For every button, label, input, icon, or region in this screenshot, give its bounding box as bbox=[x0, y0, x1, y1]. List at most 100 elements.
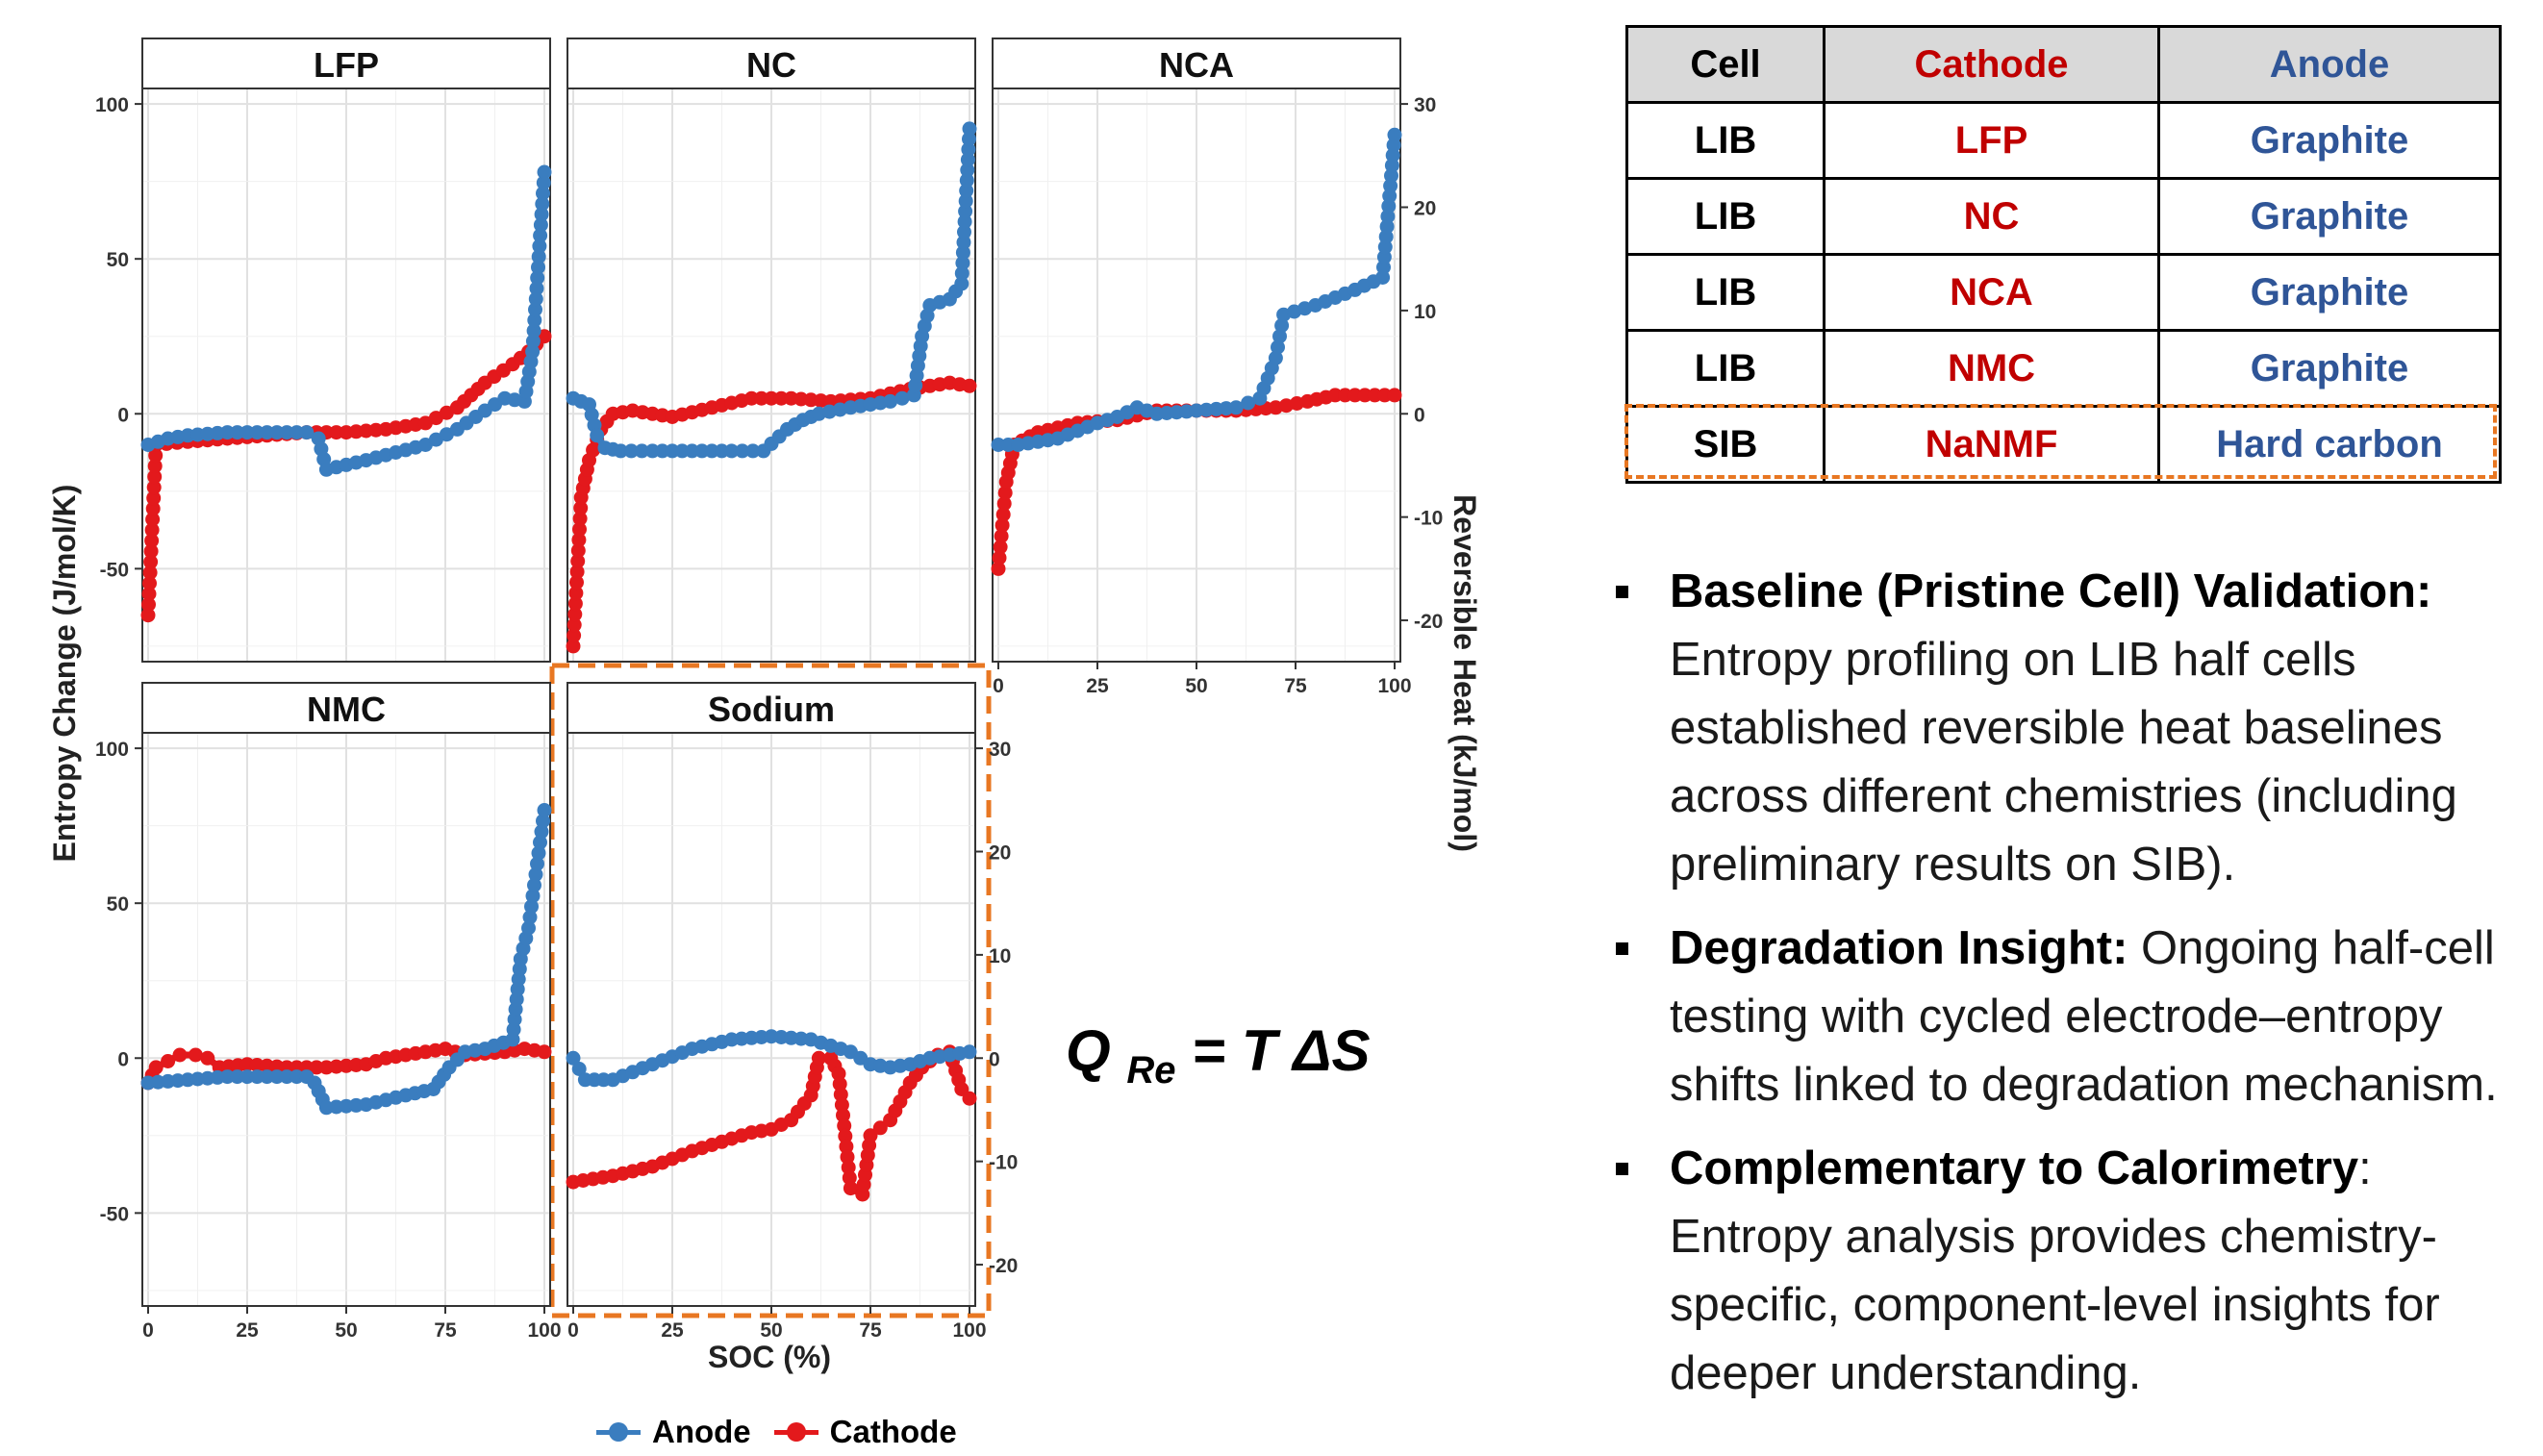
plot-border bbox=[141, 88, 551, 663]
facet-title: NMC bbox=[307, 690, 386, 729]
data-point-anode bbox=[537, 803, 552, 817]
y2-tick-label: 0 bbox=[989, 1048, 1000, 1070]
table-row: LIB LFP Graphite bbox=[1625, 101, 2502, 180]
data-point-cathode bbox=[573, 500, 589, 515]
data-point-cathode bbox=[1367, 388, 1382, 403]
key-findings-list: Baseline (Pristine Cell) Validation: Ent… bbox=[1616, 558, 2539, 1423]
y-tick-label: 50 bbox=[107, 893, 129, 916]
data-point-anode bbox=[961, 141, 976, 157]
data-point-cathode bbox=[146, 490, 162, 506]
data-point-anode bbox=[956, 235, 971, 250]
x-tick-label: 75 bbox=[859, 1319, 882, 1342]
facet-panel-nc: NC bbox=[566, 38, 977, 663]
data-point-cathode bbox=[161, 1054, 176, 1068]
table-row: LIB NMC Graphite bbox=[1625, 329, 2502, 408]
data-point-cathode bbox=[832, 1076, 847, 1092]
x-axis-title: SOC (%) bbox=[708, 1340, 831, 1374]
equation-rhs: = T ΔS bbox=[1192, 1018, 1371, 1083]
facet-title: NC bbox=[746, 45, 796, 85]
data-point-anode bbox=[655, 443, 670, 459]
data-point-anode bbox=[694, 443, 710, 459]
data-point-anode bbox=[537, 164, 552, 180]
facet-strip bbox=[567, 682, 976, 734]
x-tick-label: 50 bbox=[335, 1319, 357, 1342]
y-tick-label: -50 bbox=[100, 1203, 129, 1225]
data-point-anode bbox=[745, 443, 761, 459]
data-point-anode bbox=[534, 824, 549, 840]
data-point-cathode bbox=[188, 1047, 203, 1063]
data-point-anode bbox=[715, 443, 729, 459]
data-point-anode bbox=[260, 425, 275, 440]
data-point-anode bbox=[534, 207, 549, 222]
data-point-cathode bbox=[836, 1108, 850, 1123]
data-point-anode bbox=[522, 910, 538, 925]
data-point-anode bbox=[590, 428, 605, 443]
data-point-anode bbox=[239, 1069, 255, 1085]
data-point-cathode bbox=[996, 496, 1012, 512]
x-tick-label: 75 bbox=[1284, 675, 1307, 697]
x-tick-label: 100 bbox=[1377, 675, 1411, 697]
facet-title: LFP bbox=[314, 45, 379, 85]
data-point-cathode bbox=[837, 1118, 852, 1134]
data-point-cathode bbox=[568, 586, 584, 601]
y2-tick-label: 10 bbox=[989, 945, 1011, 967]
data-point-anode bbox=[613, 443, 628, 459]
x-tick-label: 25 bbox=[1086, 675, 1109, 697]
data-point-cathode bbox=[995, 507, 1011, 522]
data-point-cathode bbox=[143, 554, 159, 569]
data-point-cathode bbox=[567, 607, 583, 622]
data-point-cathode bbox=[743, 390, 759, 406]
table-cell-cathode: NMC bbox=[1823, 329, 2160, 408]
data-point-cathode bbox=[142, 565, 158, 580]
data-point-cathode bbox=[570, 543, 586, 558]
x-tick-label: 0 bbox=[142, 1319, 154, 1342]
y2-tick-label: -10 bbox=[1414, 508, 1443, 530]
data-point-anode bbox=[279, 425, 294, 440]
data-point-anode bbox=[894, 390, 910, 406]
data-point-anode bbox=[954, 265, 969, 281]
data-point-anode bbox=[531, 249, 546, 264]
data-point-cathode bbox=[569, 575, 584, 590]
x-tick-label: 75 bbox=[434, 1319, 457, 1342]
data-point-cathode bbox=[537, 1044, 552, 1060]
data-point-cathode bbox=[145, 512, 161, 527]
sodium-panel-highlight bbox=[549, 663, 992, 1318]
y2-tick-label: 20 bbox=[1414, 197, 1436, 219]
x-tick-label: 50 bbox=[760, 1319, 782, 1342]
table-cell-anode: Graphite bbox=[2157, 329, 2502, 408]
data-point-anode bbox=[634, 443, 649, 459]
y-tick-label: 0 bbox=[117, 404, 129, 426]
data-point-anode bbox=[1387, 127, 1402, 142]
facet-strip bbox=[567, 38, 976, 89]
data-point-cathode bbox=[995, 517, 1010, 533]
bullet-title: Complementary to Calorimetry bbox=[1670, 1142, 2359, 1194]
data-point-anode bbox=[528, 302, 542, 317]
list-item: Baseline (Pristine Cell) Validation: Ent… bbox=[1616, 558, 2539, 899]
table-cell-cathode: NC bbox=[1823, 177, 2160, 256]
y2-tick-label: 20 bbox=[989, 841, 1011, 864]
bullet-text: : Entropy analysis provides chemistry-sp… bbox=[1670, 1142, 2440, 1399]
data-point-anode bbox=[528, 291, 543, 307]
table-cell-anode: Graphite bbox=[2157, 177, 2502, 256]
y2-tick-label: 30 bbox=[989, 739, 1011, 761]
legend-anode-label: Anode bbox=[652, 1414, 751, 1449]
y-tick-label: 100 bbox=[95, 94, 129, 116]
table-cell-type: LIB bbox=[1625, 253, 1825, 332]
data-point-anode bbox=[527, 877, 541, 892]
data-point-anode bbox=[219, 1069, 235, 1085]
data-point-cathode bbox=[991, 561, 1006, 576]
y2-tick-label: -10 bbox=[989, 1152, 1018, 1174]
data-point-cathode bbox=[1387, 388, 1402, 403]
data-point-cathode bbox=[144, 533, 160, 548]
data-point-anode bbox=[1241, 395, 1256, 411]
y2-tick-label: 10 bbox=[1414, 301, 1436, 323]
data-point-anode bbox=[962, 1044, 977, 1060]
chart-legend: Anode Cathode bbox=[596, 1414, 980, 1450]
data-point-anode bbox=[527, 313, 542, 328]
data-point-anode bbox=[531, 260, 545, 275]
bullet-marker bbox=[1616, 1163, 1628, 1175]
facet-strip bbox=[992, 38, 1401, 89]
bullet-marker bbox=[1616, 942, 1628, 955]
data-point-anode bbox=[955, 256, 970, 270]
data-point-cathode bbox=[147, 459, 163, 474]
